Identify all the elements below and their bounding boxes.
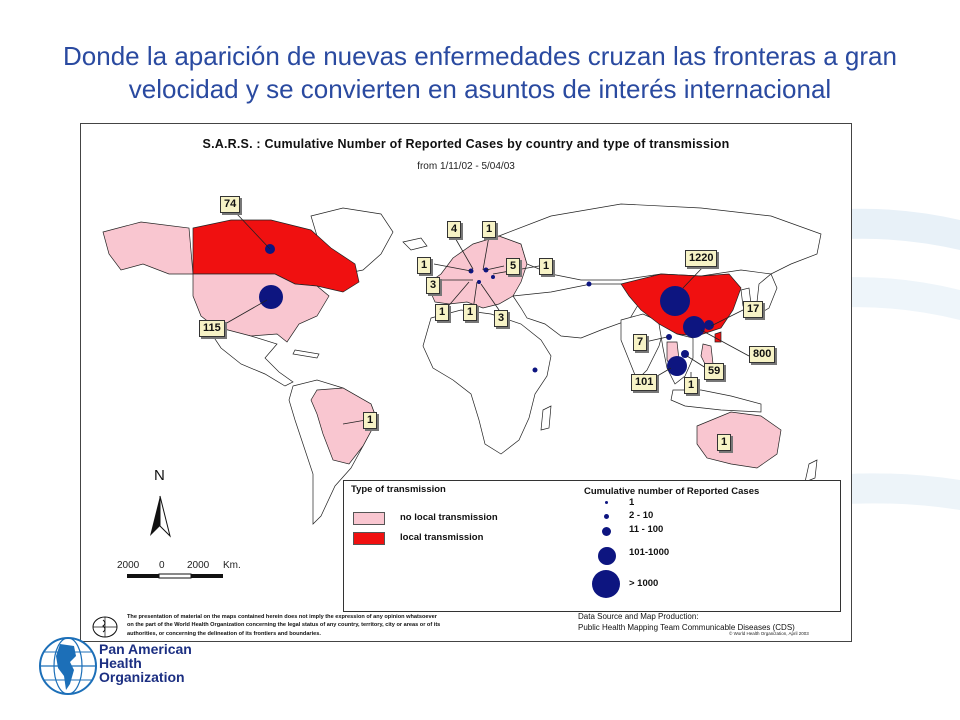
legend-transmission-title: Type of transmission: [351, 484, 446, 495]
marker-usa: [259, 285, 283, 309]
marker-europe-4: [477, 280, 481, 284]
disclaimer-line-3: authorities, or concerning the delineati…: [127, 630, 321, 637]
slide-title: Donde la aparición de nuevas enfermedade…: [40, 40, 920, 106]
legend-bin-2: 2 - 10: [629, 510, 654, 521]
taiwan-shape: [714, 331, 722, 343]
marker-africa: [532, 367, 538, 373]
marker-thailand: [666, 334, 672, 340]
case-label-hong-kong: 800: [749, 346, 776, 363]
case-label-taiwan: 17: [743, 301, 764, 318]
case-label-usa: 115: [199, 320, 225, 337]
case-label-uk: 4: [447, 221, 462, 238]
australia-shape: [696, 411, 782, 469]
marker-china: [660, 286, 690, 316]
paho-globe-icon: [39, 637, 97, 695]
case-label-indonesia: 1: [684, 377, 699, 394]
case-label-australia: 1: [717, 434, 732, 451]
case-label-spain: 1: [435, 304, 450, 321]
iceland-shape: [402, 237, 428, 251]
africa-shape: [422, 309, 552, 455]
brazil-shape: [310, 387, 378, 465]
paho-line-1: Pan American: [99, 641, 192, 657]
legend-dot-1: [605, 501, 608, 504]
scale-bar: [127, 573, 223, 579]
caribbean-shape: [292, 349, 320, 359]
case-label-sweden: 1: [482, 221, 497, 238]
scale-unit-label: Km.: [223, 560, 241, 571]
legend-no-local-swatch: [353, 512, 385, 525]
map-subtitle: from 1/11/02 - 5/04/03: [417, 161, 515, 172]
marker-hong-kong: [683, 316, 705, 338]
paho-line-3: Organization: [99, 669, 185, 685]
legend-dot-5: [592, 570, 620, 598]
case-label-ireland: 1: [417, 257, 432, 274]
case-label-singapore: 101: [631, 374, 658, 391]
who-emblem-icon: [92, 616, 118, 638]
case-label-philippines: 59: [704, 363, 725, 380]
case-label-thailand: 7: [633, 334, 648, 351]
map-copyright: © World Health Organization, April 2003: [729, 631, 809, 636]
legend-dot-3: [602, 527, 611, 536]
north-arrow-icon: [150, 495, 171, 538]
alaska-shape: [102, 221, 194, 275]
map-title: S.A.R.S. : Cumulative Number of Reported…: [202, 137, 730, 151]
scale-right-label: 2000: [187, 560, 210, 571]
source-line-1: Data Source and Map Production:: [578, 612, 699, 621]
source-line-2: Public Health Mapping Team Communicable …: [578, 623, 795, 632]
case-label-romania: 1: [539, 258, 554, 275]
sars-map-figure: S.A.R.S. : Cumulative Number of Reported…: [80, 123, 852, 642]
disclaimer-line-1: The presentation of material on the maps…: [127, 614, 437, 620]
map-disclaimer: The presentation of material on the maps…: [127, 613, 547, 638]
indonesia-shape: [670, 389, 762, 413]
case-label-france: 3: [426, 277, 441, 294]
map-legend: Type of transmission no local transmissi…: [343, 480, 841, 612]
disclaimer-line-2: on the part of the World Health Organiza…: [127, 622, 441, 629]
case-label-switzerland: 3: [494, 310, 509, 327]
legend-cases-title: Cumulative number of Reported Cases: [584, 486, 760, 497]
north-label: N: [154, 467, 165, 484]
mexico-shape: [204, 323, 294, 387]
legend-bin-3: 11 - 100: [629, 524, 664, 535]
case-label-canada: 74: [220, 196, 241, 213]
new-zealand-shape: [804, 459, 818, 483]
legend-bin-1: 1: [629, 497, 635, 508]
map-source: Data Source and Map Production: Public H…: [578, 611, 848, 633]
paho-line-2: Health: [99, 655, 142, 671]
world-map: [102, 203, 822, 525]
madagascar-shape: [540, 405, 552, 431]
legend-dot-4: [598, 547, 616, 565]
case-label-brazil: 1: [363, 412, 378, 429]
legend-bin-4: 101-1000: [629, 547, 670, 558]
paho-logo-text: Pan American Health Organization: [99, 642, 192, 684]
marker-singapore: [667, 356, 687, 376]
europe-shape: [426, 235, 528, 309]
legend-no-local-label: no local transmission: [400, 512, 498, 523]
slide-title-line-2: velocidad y se convierten en asuntos de …: [128, 74, 832, 104]
case-label-china: 1220: [685, 250, 718, 267]
scale-left-label: 2000: [117, 560, 140, 571]
legend-local-label: local transmission: [400, 532, 484, 543]
marker-europe-3: [491, 275, 495, 279]
usa-shape: [192, 273, 330, 343]
marker-middle-east: [586, 281, 592, 287]
legend-bin-5: > 1000: [629, 578, 659, 589]
legend-dot-2: [604, 514, 609, 519]
scale-mid-label: 0: [159, 560, 165, 571]
case-label-italy: 1: [463, 304, 478, 321]
case-label-germany: 5: [506, 258, 521, 275]
slide-title-line-1: Donde la aparición de nuevas enfermedade…: [63, 41, 897, 71]
marker-taiwan: [704, 320, 714, 330]
legend-local-swatch: [353, 532, 385, 545]
